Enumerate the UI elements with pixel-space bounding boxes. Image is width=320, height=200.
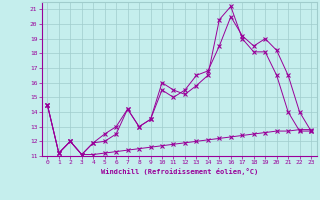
X-axis label: Windchill (Refroidissement éolien,°C): Windchill (Refroidissement éolien,°C) [100, 168, 258, 175]
